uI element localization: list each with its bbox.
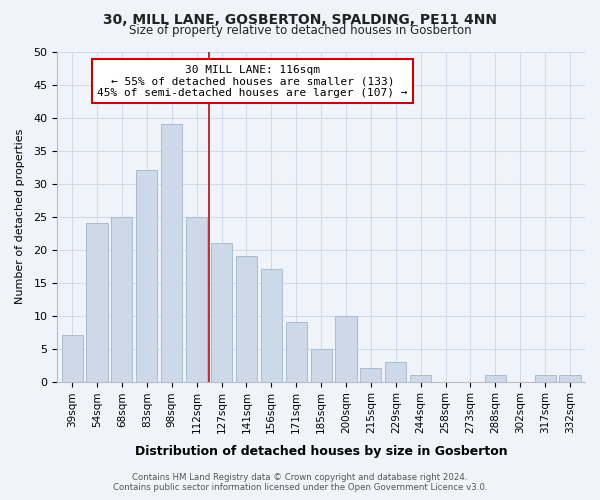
Bar [410, 375, 431, 382]
Bar [86, 223, 107, 382]
Bar [535, 375, 556, 382]
Bar [559, 375, 581, 382]
Bar [236, 256, 257, 382]
Bar [62, 336, 83, 382]
Bar [112, 216, 133, 382]
Bar [286, 322, 307, 382]
Bar [211, 243, 232, 382]
Y-axis label: Number of detached properties: Number of detached properties [15, 129, 25, 304]
Bar [361, 368, 382, 382]
Bar [385, 362, 406, 382]
Text: Size of property relative to detached houses in Gosberton: Size of property relative to detached ho… [128, 24, 472, 37]
Bar [335, 316, 356, 382]
Text: 30, MILL LANE, GOSBERTON, SPALDING, PE11 4NN: 30, MILL LANE, GOSBERTON, SPALDING, PE11… [103, 12, 497, 26]
Bar [186, 216, 207, 382]
Bar [261, 270, 282, 382]
Bar [311, 348, 332, 382]
Bar [161, 124, 182, 382]
Text: 30 MILL LANE: 116sqm
← 55% of detached houses are smaller (133)
45% of semi-deta: 30 MILL LANE: 116sqm ← 55% of detached h… [97, 64, 408, 98]
Text: Contains HM Land Registry data © Crown copyright and database right 2024.
Contai: Contains HM Land Registry data © Crown c… [113, 473, 487, 492]
Bar [485, 375, 506, 382]
Bar [136, 170, 157, 382]
X-axis label: Distribution of detached houses by size in Gosberton: Distribution of detached houses by size … [135, 444, 508, 458]
